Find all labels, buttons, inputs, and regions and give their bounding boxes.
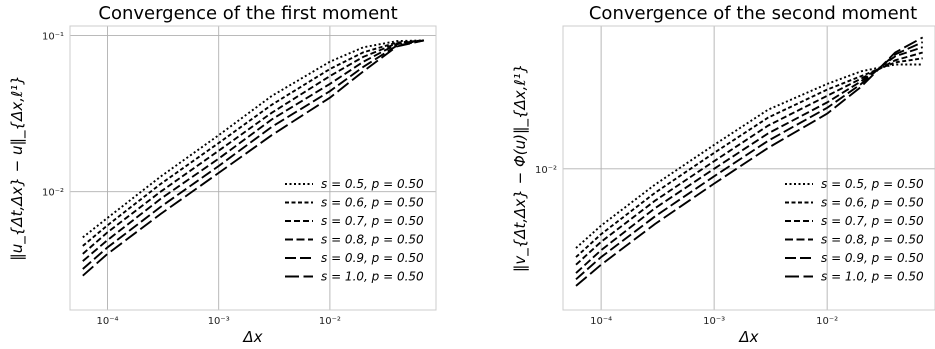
- series-lines: [82, 39, 425, 277]
- x-tick-label: 10⁻²: [816, 316, 838, 327]
- grid: [563, 26, 935, 310]
- legend-label: s = 1.0, p = 0.50: [321, 270, 424, 284]
- y-axis-label: ‖u_{Δt,Δx} − u‖_{Δx,ℓ¹}: [8, 75, 27, 260]
- legend-label: s = 0.5, p = 0.50: [321, 177, 424, 191]
- legend-label: s = 0.8, p = 0.50: [321, 233, 424, 247]
- legend-label: s = 1.0, p = 0.50: [821, 270, 924, 284]
- legend-label: s = 0.6, p = 0.50: [821, 196, 924, 210]
- y-tick-label: 10⁻¹: [42, 31, 64, 42]
- legend-label: s = 0.9, p = 0.50: [321, 251, 424, 265]
- series-line: [82, 39, 425, 277]
- legend: s = 0.5, p = 0.50 s = 0.6, p = 0.50 s = 0.…: [785, 177, 924, 284]
- chart-title: Convergence of the second moment: [589, 3, 917, 24]
- legend-label: s = 0.5, p = 0.50: [821, 177, 924, 191]
- series-line: [575, 57, 923, 258]
- y-axis-label: ‖v_{Δt,Δx} − Φ(u)‖_{Δx,ℓ¹}: [511, 64, 530, 272]
- series-line: [575, 36, 924, 287]
- legend-label: s = 0.7, p = 0.50: [321, 214, 424, 228]
- x-tick-label: 10⁻³: [703, 316, 725, 327]
- legend-label: s = 0.8, p = 0.50: [821, 233, 924, 247]
- x-tick-labels: 10⁻⁴ 10⁻³ 10⁻²: [590, 316, 838, 327]
- y-tick-label: 10⁻²: [535, 165, 557, 176]
- series-line: [82, 39, 425, 270]
- first-moment-panel: Convergence of the first moment 10⁻⁴ 10⁻³…: [8, 3, 437, 346]
- second-moment-panel: Convergence of the second moment 10⁻⁴ 10⁻…: [511, 3, 935, 346]
- x-tick-label: 10⁻⁴: [590, 316, 612, 327]
- plot-frame: [69, 25, 437, 311]
- y-tick-label: 10⁻²: [42, 188, 64, 199]
- legend-label: s = 0.7, p = 0.50: [821, 214, 924, 228]
- grid: [70, 26, 436, 310]
- x-tick-label: 10⁻³: [208, 316, 230, 327]
- series-line: [82, 39, 424, 247]
- plot-frame: [562, 25, 935, 311]
- series-lines: [575, 36, 924, 287]
- x-tick-label: 10⁻⁴: [96, 316, 118, 327]
- chart-title: Convergence of the first moment: [98, 3, 397, 24]
- series-line: [575, 51, 923, 266]
- x-tick-labels: 10⁻⁴ 10⁻³ 10⁻²: [96, 316, 340, 327]
- legend-label: s = 0.9, p = 0.50: [821, 251, 924, 265]
- legend-label: s = 0.6, p = 0.50: [321, 196, 424, 210]
- series-line: [82, 39, 425, 255]
- legend: s = 0.5, p = 0.50 s = 0.6, p = 0.50 s = 0.…: [285, 177, 424, 284]
- x-axis-label: Δx: [242, 328, 262, 346]
- x-axis-label: Δx: [738, 328, 758, 346]
- y-tick-labels: 10⁻² 10⁻¹: [42, 31, 64, 198]
- series-line: [82, 39, 425, 262]
- y-tick-labels: 10⁻²: [535, 165, 557, 176]
- x-tick-label: 10⁻²: [319, 316, 341, 327]
